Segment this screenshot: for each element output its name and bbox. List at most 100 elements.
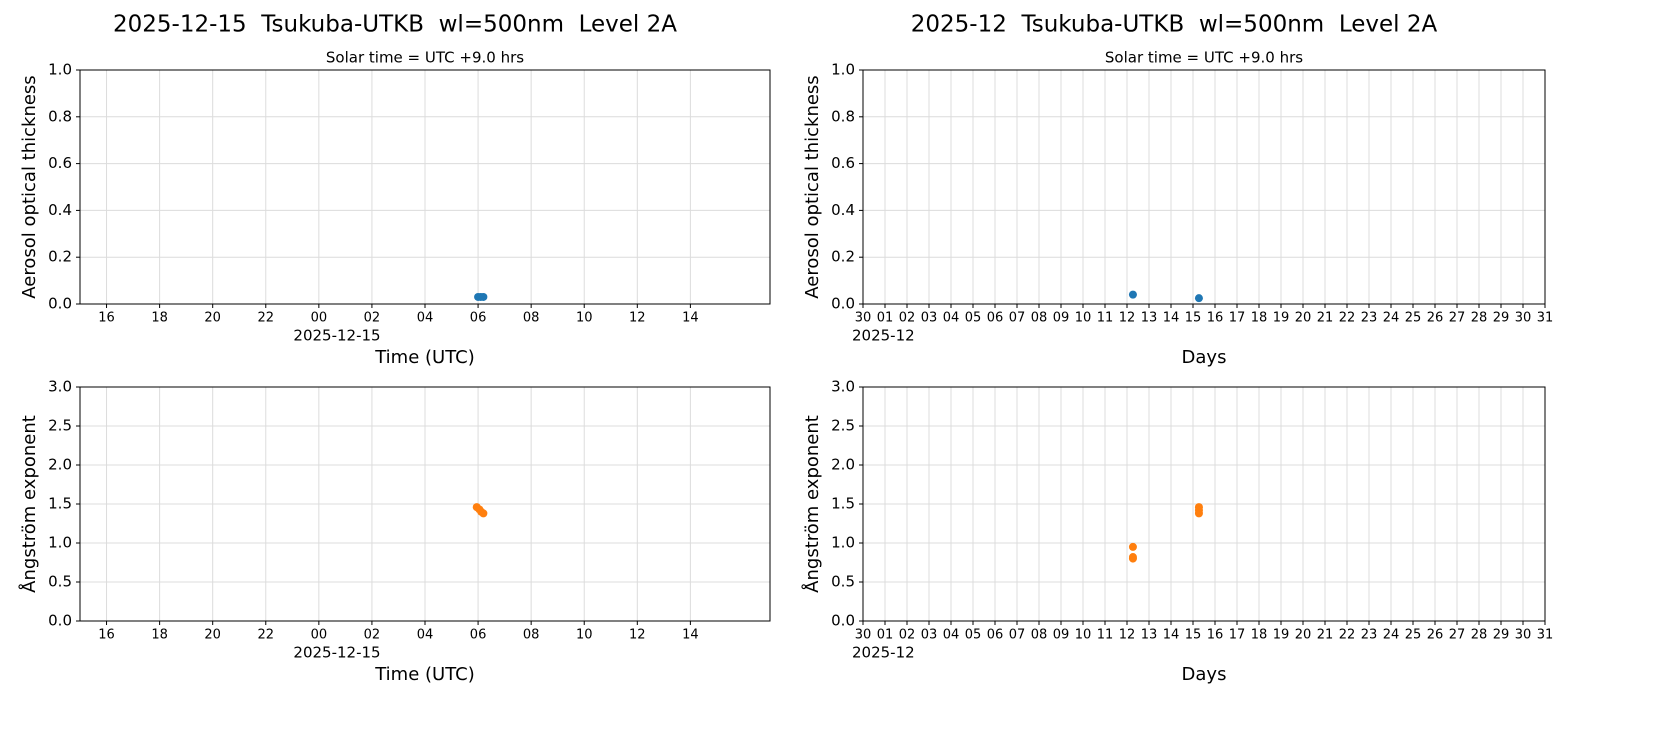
- x-tick-label: 19: [1273, 628, 1290, 643]
- x-tick-label: 29: [1493, 628, 1510, 643]
- x-tick-label: 04: [417, 311, 434, 326]
- x-tick-label: 31: [1537, 628, 1554, 643]
- x-axis-label: Time (UTC): [374, 664, 475, 685]
- x-tick-label: 05: [965, 628, 982, 643]
- x-tick-label: 13: [1141, 628, 1158, 643]
- y-tick-label: 3.0: [48, 378, 72, 396]
- x-tick-label: 04: [943, 628, 960, 643]
- chart-title: 2025-12-15 Tsukuba-UTKB wl=500nm Level 2…: [113, 12, 677, 38]
- x-tick-label: 10: [1075, 311, 1092, 326]
- chart-subtitle: Solar time = UTC +9.0 hrs: [1105, 49, 1303, 67]
- date-label: 2025-12-15: [293, 327, 380, 345]
- y-tick-label: 2.5: [48, 417, 72, 435]
- x-tick-label: 20: [1295, 311, 1312, 326]
- x-tick-label: 22: [257, 628, 274, 643]
- x-tick-label: 10: [1075, 628, 1092, 643]
- y-tick-label: 1.5: [48, 495, 72, 513]
- x-tick-label: 20: [204, 311, 221, 326]
- x-tick-label: 10: [576, 311, 593, 326]
- x-tick-label: 27: [1449, 628, 1466, 643]
- y-tick-label: 0.0: [48, 295, 72, 313]
- x-tick-label: 12: [1119, 311, 1136, 326]
- x-tick-label: 13: [1141, 311, 1158, 326]
- data-point: [1194, 294, 1203, 303]
- chart-title: 2025-12 Tsukuba-UTKB wl=500nm Level 2A: [911, 12, 1438, 38]
- y-tick-label: 1.0: [48, 534, 72, 552]
- x-tick-label: 22: [1339, 628, 1356, 643]
- x-tick-label: 02: [364, 311, 381, 326]
- x-tick-label: 24: [1383, 311, 1400, 326]
- date-label: 2025-12: [852, 644, 915, 662]
- x-tick-label: 14: [682, 311, 699, 326]
- x-tick-label: 00: [311, 311, 328, 326]
- x-tick-label: 01: [877, 628, 894, 643]
- y-tick-label: 0.5: [48, 573, 72, 591]
- x-tick-label: 31: [1537, 311, 1554, 326]
- x-tick-label: 17: [1229, 628, 1246, 643]
- x-tick-label: 12: [629, 628, 646, 643]
- plot-frame: [862, 386, 1546, 622]
- data-point: [479, 509, 488, 518]
- y-tick-label: 2.0: [831, 456, 855, 474]
- y-tick-label: 0.2: [831, 248, 855, 266]
- y-tick-label: 0.4: [831, 201, 855, 219]
- x-tick-label: 12: [629, 311, 646, 326]
- x-tick-label: 15: [1185, 628, 1202, 643]
- x-tick-label: 30: [1515, 311, 1532, 326]
- data-point: [1128, 554, 1137, 563]
- x-tick-label: 30: [855, 311, 872, 326]
- x-tick-label: 29: [1493, 311, 1510, 326]
- plot-frame: [79, 69, 771, 305]
- x-tick-label: 12: [1119, 628, 1136, 643]
- x-tick-label: 27: [1449, 311, 1466, 326]
- x-tick-label: 06: [987, 311, 1004, 326]
- x-tick-label: 24: [1383, 628, 1400, 643]
- x-tick-label: 10: [576, 628, 593, 643]
- y-tick-label: 0.5: [831, 573, 855, 591]
- x-tick-label: 18: [151, 628, 168, 643]
- x-tick-label: 16: [98, 628, 115, 643]
- x-axis-label: Time (UTC): [374, 347, 475, 368]
- x-tick-label: 28: [1471, 311, 1488, 326]
- x-tick-label: 30: [1515, 628, 1532, 643]
- x-tick-label: 28: [1471, 628, 1488, 643]
- x-tick-label: 07: [1009, 628, 1026, 643]
- x-tick-label: 19: [1273, 311, 1290, 326]
- y-tick-label: 0.0: [831, 295, 855, 313]
- x-tick-label: 08: [523, 628, 540, 643]
- x-tick-label: 16: [98, 311, 115, 326]
- y-tick-label: 1.0: [48, 61, 72, 79]
- data-point: [1128, 542, 1137, 551]
- x-tick-label: 08: [523, 311, 540, 326]
- data-point: [1194, 509, 1203, 518]
- y-tick-label: 0.8: [48, 107, 72, 125]
- x-tick-label: 04: [417, 628, 434, 643]
- x-tick-label: 05: [965, 311, 982, 326]
- x-tick-label: 18: [151, 311, 168, 326]
- x-tick-label: 14: [682, 628, 699, 643]
- x-tick-label: 14: [1163, 311, 1180, 326]
- x-tick-label: 02: [899, 311, 916, 326]
- y-tick-label: 0.2: [48, 248, 72, 266]
- plot-frame: [862, 69, 1546, 305]
- x-tick-label: 09: [1053, 311, 1070, 326]
- x-tick-label: 06: [470, 628, 487, 643]
- x-tick-label: 08: [1031, 628, 1048, 643]
- x-tick-label: 01: [877, 311, 894, 326]
- y-tick-label: 2.0: [48, 456, 72, 474]
- y-tick-label: 1.0: [831, 534, 855, 552]
- x-axis-label: Days: [1182, 347, 1227, 368]
- x-tick-label: 21: [1317, 311, 1334, 326]
- x-tick-label: 25: [1405, 311, 1422, 326]
- x-axis-label: Days: [1182, 664, 1227, 685]
- y-tick-label: 0.0: [48, 612, 72, 630]
- x-tick-label: 08: [1031, 311, 1048, 326]
- data-point: [1128, 290, 1137, 299]
- y-tick-label: 2.5: [831, 417, 855, 435]
- x-tick-label: 07: [1009, 311, 1026, 326]
- y-tick-label: 0.0: [831, 612, 855, 630]
- x-tick-label: 02: [364, 628, 381, 643]
- y-tick-label: 0.4: [48, 201, 72, 219]
- x-tick-label: 23: [1361, 311, 1378, 326]
